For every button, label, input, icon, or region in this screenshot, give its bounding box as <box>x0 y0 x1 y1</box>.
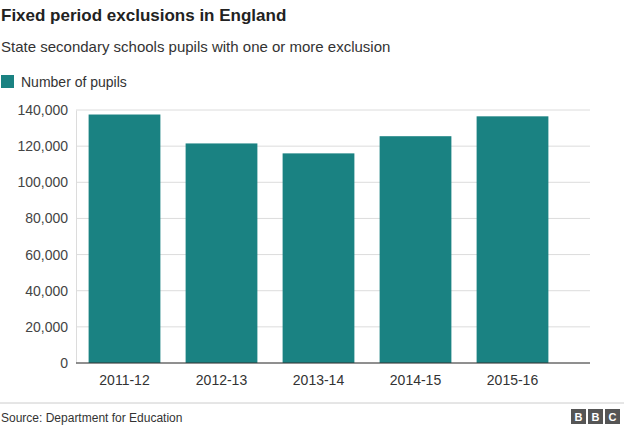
y-tick: 140,000 <box>17 102 76 118</box>
x-tick: 2013-14 <box>293 363 345 388</box>
x-tick-label: 2012-13 <box>196 372 248 388</box>
legend-label: Number of pupils <box>21 74 127 90</box>
bar <box>89 115 161 363</box>
logo: BBC <box>571 409 620 424</box>
y-tick-label: 120,000 <box>17 138 68 154</box>
y-axis-line <box>76 111 77 364</box>
x-tick-label: 2011-12 <box>99 372 150 388</box>
y-tick: 120,000 <box>17 138 76 154</box>
y-axis: 0 20,000 40,000 60,000 80,000 100,000 120,000 1… <box>17 102 76 371</box>
y-tick-label: 40,000 <box>25 283 68 299</box>
x-tick: 2011-12 <box>99 363 150 388</box>
x-tick-label: 2015-16 <box>487 372 539 388</box>
logo-box <box>588 409 603 424</box>
y-tick: 20,000 <box>25 319 76 335</box>
logo-box <box>605 409 620 424</box>
y-tick-label: 80,000 <box>25 210 68 226</box>
x-axis: 2011-12 2012-13 2013-14 2014-15 2015-16 <box>76 363 590 388</box>
footer-rule <box>0 403 624 404</box>
legend: Number of pupils <box>1 74 127 90</box>
y-tick: 60,000 <box>25 247 76 263</box>
logo-box <box>571 409 586 424</box>
y-tick-label: 100,000 <box>17 174 68 190</box>
y-tick: 40,000 <box>25 283 76 299</box>
grid-line <box>76 363 590 364</box>
bars <box>89 115 549 363</box>
x-axis-line <box>76 363 590 364</box>
y-tick-label: 140,000 <box>17 102 68 118</box>
title: Fixed period exclusions in England <box>1 6 286 25</box>
y-tick-label: 0 <box>60 355 68 371</box>
bar <box>380 136 452 363</box>
chart: Fixed period exclusions in England State … <box>0 0 624 431</box>
logo-text: BBC <box>575 411 617 423</box>
y-tick-label: 20,000 <box>25 319 68 335</box>
grid <box>76 110 590 363</box>
bar <box>186 143 258 363</box>
bar <box>283 153 355 363</box>
x-tick: 2015-16 <box>487 363 539 388</box>
x-tick-label: 2014-15 <box>390 372 442 388</box>
x-tick-label: 2013-14 <box>293 372 345 388</box>
source: Source: Department for Education <box>1 411 182 425</box>
grid-line <box>76 110 590 111</box>
bar <box>477 116 549 363</box>
y-tick: 0 <box>60 355 76 371</box>
x-tick: 2014-15 <box>390 363 442 388</box>
legend-swatch <box>1 75 14 88</box>
y-tick: 80,000 <box>25 210 76 226</box>
subtitle: State secondary schools pupils with one … <box>1 38 390 55</box>
y-tick-label: 60,000 <box>25 247 68 263</box>
x-tick: 2012-13 <box>196 363 248 388</box>
y-tick: 100,000 <box>17 174 76 190</box>
